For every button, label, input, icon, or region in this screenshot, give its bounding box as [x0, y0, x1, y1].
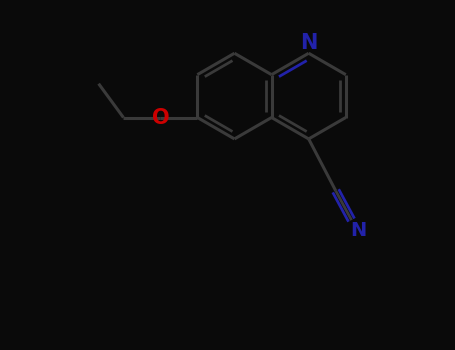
Text: N: N — [300, 33, 317, 53]
Text: O: O — [152, 107, 169, 127]
Text: N: N — [350, 220, 366, 239]
